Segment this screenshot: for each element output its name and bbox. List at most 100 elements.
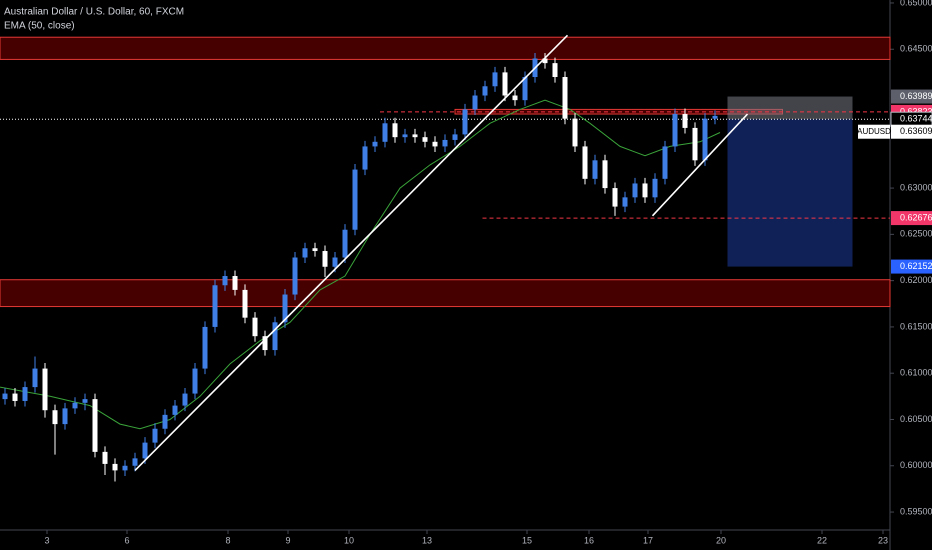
y-tick-label: 0.60000 [900,460,932,470]
candle-body [52,410,58,425]
chart-title: Australian Dollar / U.S. Dollar, 60, FXC… [4,7,184,18]
candle-body [192,368,198,394]
candle-body [402,134,408,138]
y-tick-label: 0.60500 [900,414,932,424]
candle-body [432,141,438,147]
candle-body [552,63,558,78]
y-tick-label: 0.59500 [900,506,932,516]
price-label: 0.62152 [900,261,932,271]
candle-body [102,451,108,464]
symbol-label-bg [858,124,890,139]
candle-body [312,248,318,252]
candle-body [522,77,528,101]
candle-body [482,86,488,96]
zone [0,36,891,60]
y-tick-label: 0.64500 [900,44,932,54]
x-tick-label: 16 [584,535,594,545]
x-tick-label: 9 [285,535,290,545]
x-tick-label: 20 [716,535,726,545]
x-tick-label: 15 [522,535,532,545]
candle-body [122,465,128,471]
candle-body [572,118,578,147]
candle-body [592,160,598,179]
candle-body [172,405,178,415]
candle-body [362,146,368,170]
trend-line [134,34,569,471]
candle-body [702,118,708,161]
zone [0,279,891,308]
candle-body [582,146,588,179]
candle-body [322,251,328,267]
candle-body [562,77,568,119]
candle-body [42,368,48,411]
candle-body [12,393,18,401]
candle-body [622,197,628,207]
candle-body [502,72,508,96]
candle-body [222,276,228,286]
x-tick-label: 22 [817,535,827,545]
candle-body [452,134,458,140]
candle-body [352,169,358,230]
candle-body [232,276,238,290]
price-label: 0.63744 [900,114,932,124]
symbol-label: AUDUSD [857,127,891,136]
candle-body [672,114,678,147]
candle-body [472,95,478,110]
price-label: 0.63823 [900,106,932,116]
y-tick-label: 0.61000 [900,368,932,378]
candle-body [342,229,348,258]
candle-body [262,336,268,351]
candle-body [202,326,208,369]
position-target [727,96,853,120]
position-stop [727,119,853,267]
candle-body [82,399,88,403]
candle-body [242,289,248,318]
candle-body [422,137,428,142]
y-tick-label: 0.62500 [900,229,932,239]
candle-body [272,322,278,351]
candle-body [382,123,388,142]
candle-body [682,114,688,128]
y-tick-label: 0.65000 [900,0,932,7]
candle-body [2,393,8,400]
candle-body [632,183,638,198]
candle-body [182,393,188,406]
candle-body [72,402,78,409]
price-label-bg [891,89,932,104]
candle-body [642,183,648,198]
candle-body [62,408,68,425]
indicator-legend: EMA (50, close) [4,21,75,32]
x-tick-label: 3 [44,535,49,545]
y-tick-label: 0.61500 [900,321,932,331]
candle-body [692,127,698,161]
trend-line [651,113,749,217]
candle-body [162,414,168,429]
price-label-bg [891,124,932,139]
y-tick-label: 0.62000 [900,275,932,285]
candle-body [462,109,468,135]
candle-body [212,285,218,327]
price-label-bg [891,211,932,226]
ema-line [0,99,721,430]
candle-body [652,178,658,198]
candle-body [92,399,98,452]
candle-body [302,248,308,258]
x-tick-label: 10 [344,535,354,545]
candle-body [292,257,298,295]
candle-body [132,458,138,466]
candle-body [492,72,498,87]
candle-body [542,58,548,64]
x-tick-label: 23 [878,535,888,545]
candle-body [252,317,258,337]
candle-body [712,115,718,119]
candle-body [392,123,398,138]
candle-body [412,134,418,138]
x-tick-label: 13 [422,535,432,545]
candle-body [22,387,28,401]
candle-body [612,188,618,207]
candle-body [112,463,118,471]
candle-body [142,442,148,459]
candle-body [332,257,338,267]
